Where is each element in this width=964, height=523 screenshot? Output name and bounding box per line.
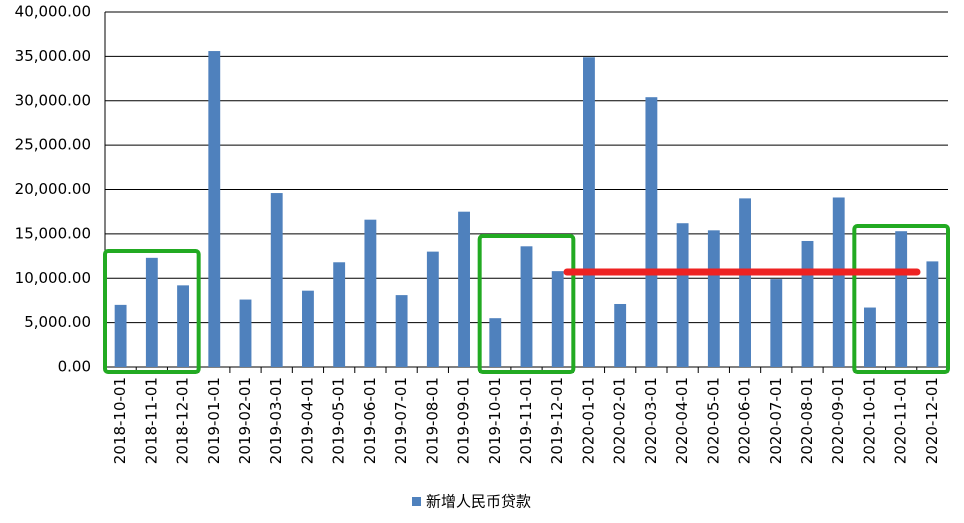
x-tick-label: 2019-08-01 — [423, 377, 441, 464]
bar — [926, 261, 939, 367]
bar — [239, 299, 252, 367]
y-tick-label: 40,000.00 — [15, 3, 91, 21]
x-tick-label: 2020-05-01 — [704, 377, 722, 464]
x-tick-label: 2020-08-01 — [798, 377, 816, 464]
bar — [426, 251, 439, 367]
bar — [489, 318, 502, 367]
y-tick-label: 5,000.00 — [24, 313, 91, 331]
bar — [520, 246, 533, 367]
x-tick-label: 2019-04-01 — [298, 377, 316, 464]
bar — [645, 97, 658, 367]
bar — [177, 285, 189, 367]
y-tick-label: 20,000.00 — [15, 180, 91, 198]
bar — [864, 307, 876, 367]
y-tick-label: 35,000.00 — [15, 47, 91, 65]
x-tick-label: 2020-09-01 — [829, 377, 847, 464]
x-tick-label: 2020-01-01 — [579, 377, 597, 464]
x-tick-label: 2020-02-01 — [611, 377, 629, 464]
x-tick-label: 2020-07-01 — [767, 377, 785, 464]
bar — [458, 211, 470, 367]
bar — [364, 219, 377, 367]
y-tick-label: 25,000.00 — [15, 136, 91, 154]
x-tick-label: 2018-11-01 — [142, 377, 160, 464]
bar — [770, 279, 783, 367]
y-tick-label: 10,000.00 — [15, 269, 91, 287]
annotations — [103, 224, 950, 374]
x-tick-label: 2020-03-01 — [642, 377, 660, 464]
x-tick-label: 2020-12-01 — [923, 377, 941, 464]
bar — [333, 262, 346, 367]
plot-area: 0.00 5,000.00 10,000.00 15,000.00 20,000.00 2… — [15, 3, 949, 511]
x-tick-label: 2019-01-01 — [205, 377, 223, 464]
legend-swatch — [412, 497, 421, 506]
legend-label: 新增人民币贷款 — [426, 493, 531, 511]
bar — [707, 230, 720, 367]
x-tick-label: 2020-04-01 — [673, 377, 691, 464]
bar — [302, 290, 314, 367]
y-tick-label: 0.00 — [58, 358, 91, 376]
x-tick-label: 2019-03-01 — [267, 377, 285, 464]
x-tick-label: 2018-10-01 — [111, 377, 129, 464]
bar — [551, 271, 564, 367]
x-tick-label: 2019-09-01 — [455, 377, 473, 464]
x-tick-label: 2019-12-01 — [548, 377, 566, 464]
bar — [145, 257, 158, 367]
highlight-box — [852, 224, 950, 374]
bar — [114, 304, 127, 367]
bar — [676, 223, 689, 367]
x-tick-label: 2020-11-01 — [892, 377, 910, 464]
x-tick-label: 2019-07-01 — [392, 377, 410, 464]
bar — [832, 197, 845, 367]
x-tick-label: 2019-02-01 — [236, 377, 254, 464]
x-tick-label: 2019-11-01 — [517, 377, 535, 464]
bar — [895, 231, 908, 367]
x-tick-label: 2018-12-01 — [174, 377, 192, 464]
y-tick-label: 30,000.00 — [15, 91, 91, 109]
x-tick-label: 2019-05-01 — [330, 377, 348, 464]
bar — [208, 51, 221, 368]
x-tick-label: 2019-06-01 — [361, 377, 379, 464]
bar — [395, 295, 408, 367]
x-tick-label: 2020-10-01 — [860, 377, 878, 464]
bar — [614, 303, 627, 367]
highlight-box — [477, 234, 576, 374]
bar — [739, 198, 751, 367]
y-tick-label: 15,000.00 — [15, 224, 91, 242]
bar — [583, 57, 595, 367]
x-tick-label: 2020-06-01 — [736, 377, 754, 464]
bar — [270, 193, 283, 367]
highlight-box — [103, 249, 201, 374]
bar — [801, 240, 814, 367]
x-tick-label: 2019-10-01 — [486, 377, 504, 464]
